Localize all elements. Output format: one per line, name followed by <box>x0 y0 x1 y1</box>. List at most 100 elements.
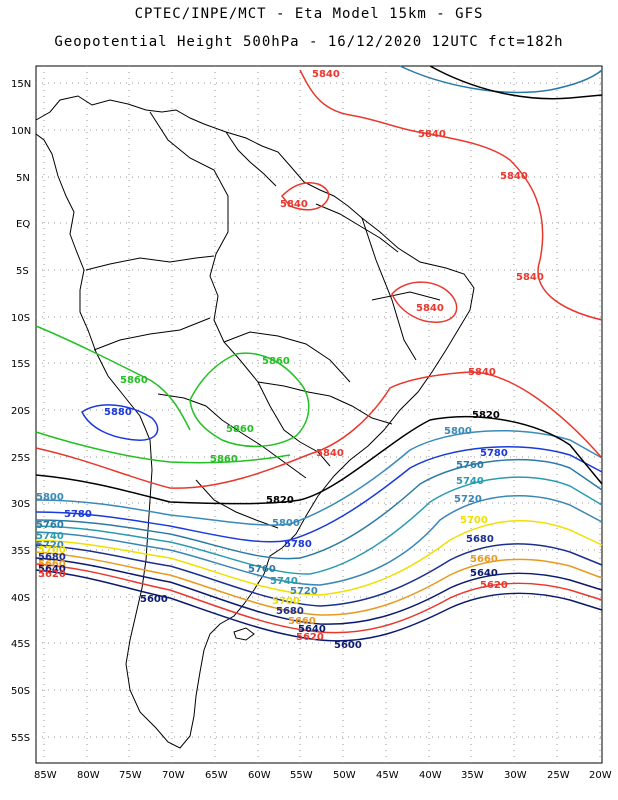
contour-5620 <box>35 563 603 634</box>
contour-label-5860: 5860 <box>120 375 148 386</box>
contour-label-5760: 5760 <box>456 460 484 471</box>
contour-label-5640: 5640 <box>298 624 326 635</box>
country-border <box>371 291 441 301</box>
country-border <box>157 393 307 479</box>
lon-label: 50W <box>333 770 356 781</box>
contour-label-5700: 5700 <box>272 596 300 607</box>
lat-label: 5S <box>16 266 29 277</box>
land-outlines <box>35 95 475 749</box>
lat-label: 40S <box>11 593 30 604</box>
lat-labels: 15N 10N 5N EQ 5S 10S 15S 20S 25S 30S 35S… <box>11 79 31 744</box>
lat-label: 20S <box>11 406 30 417</box>
contour-5840 <box>35 371 603 489</box>
contour-label-5840: 5840 <box>416 303 444 314</box>
contour-labels: 5840 5840 5840 5840 5840 5840 5840 5840 … <box>36 69 544 651</box>
lat-label: 45S <box>11 639 30 650</box>
contour-label-5840: 5840 <box>316 448 344 459</box>
map-subtitle: Geopotential Height 500hPa - 16/12/2020 … <box>54 34 564 50</box>
contour-5840-amazon <box>280 182 330 211</box>
contour-5840-ne <box>391 281 458 323</box>
contour-label-5700: 5700 <box>460 515 488 526</box>
contour-label-5620: 5620 <box>38 569 66 580</box>
country-border <box>223 331 351 383</box>
contour-5720 <box>35 495 603 586</box>
contour-label-5780: 5780 <box>64 509 92 520</box>
contour-5840-north <box>299 69 603 321</box>
country-border <box>195 479 279 529</box>
contour-label-5720: 5720 <box>454 494 482 505</box>
contour-label-5760: 5760 <box>248 564 276 575</box>
lat-label: 15N <box>11 79 31 90</box>
contour-5820 <box>35 416 603 505</box>
contour-label-5780: 5780 <box>480 448 508 459</box>
contour-label-5660: 5660 <box>470 554 498 565</box>
lat-label: 10S <box>11 313 30 324</box>
lon-labels: 85W 80W 75W 70W 65W 60W 55W 50W 45W 40W … <box>34 770 612 781</box>
country-border <box>361 217 417 361</box>
lon-label: 80W <box>77 770 100 781</box>
country-border <box>85 255 215 271</box>
lon-label: 75W <box>119 770 142 781</box>
lat-label: 10N <box>11 126 31 137</box>
lon-label: 35W <box>461 770 484 781</box>
country-border <box>315 203 399 253</box>
contour-label-5660: 5660 <box>288 616 316 627</box>
lon-label: 70W <box>162 770 185 781</box>
contour-5680 <box>35 543 603 607</box>
lon-label: 30W <box>504 770 527 781</box>
contour-5760 <box>35 458 603 560</box>
contour-5780 <box>35 445 603 543</box>
lat-label: 15S <box>11 359 30 370</box>
lon-label: 85W <box>34 770 57 781</box>
lat-label: 5N <box>16 173 30 184</box>
contour-label-5720: 5720 <box>290 586 318 597</box>
contour-label-5820: 5820 <box>472 410 500 421</box>
lat-label: 50S <box>11 686 30 697</box>
contour-label-5860: 5860 <box>226 424 254 435</box>
country-border <box>225 131 277 187</box>
contour-5800 <box>35 429 603 526</box>
lat-label: 25S <box>11 453 30 464</box>
contour-label-5640: 5640 <box>38 564 66 575</box>
contour-label-5680: 5680 <box>466 534 494 545</box>
contour-label-5800: 5800 <box>272 518 300 529</box>
contour-label-5760: 5760 <box>36 520 64 531</box>
contour-label-5840: 5840 <box>468 367 496 378</box>
contour-5660 <box>35 551 603 616</box>
lon-label: 60W <box>248 770 271 781</box>
contour-label-5620: 5620 <box>480 580 508 591</box>
contour-label-5820: 5820 <box>266 495 294 506</box>
country-border <box>93 317 211 351</box>
contour-label-5860: 5860 <box>262 356 290 367</box>
contour-label-5800: 5800 <box>444 426 472 437</box>
lon-label: 45W <box>376 770 399 781</box>
contour-north-5820 <box>429 65 603 100</box>
island-falklands <box>233 627 255 641</box>
contour-label-5840: 5840 <box>418 129 446 140</box>
lon-label: 55W <box>290 770 313 781</box>
country-border <box>149 111 301 443</box>
contour-label-5840: 5840 <box>312 69 340 80</box>
lon-label: 65W <box>205 770 228 781</box>
contour-label-5740: 5740 <box>36 531 64 542</box>
lat-label: 35S <box>11 546 30 557</box>
contour-5860-west <box>35 325 191 431</box>
south-america-coastline <box>35 95 475 749</box>
contour-5600 <box>35 569 603 642</box>
contour-5860-bolivia <box>189 352 310 448</box>
contour-label-5740: 5740 <box>270 576 298 587</box>
contour-label-5620: 5620 <box>296 632 324 643</box>
contour-5740 <box>35 476 603 575</box>
contour-5880 <box>81 404 159 441</box>
contour-label-5880: 5880 <box>104 407 132 418</box>
contour-label-5780: 5780 <box>284 539 312 550</box>
contour-label-5860: 5860 <box>210 454 238 465</box>
contour-label-5680: 5680 <box>276 606 304 617</box>
contour-north-5800 <box>399 65 603 94</box>
contour-label-5600: 5600 <box>140 594 168 605</box>
lon-label: 20W <box>589 770 612 781</box>
contour-5700 <box>35 519 603 596</box>
contour-label-5600: 5600 <box>334 640 362 651</box>
contour-5860-south <box>35 431 291 464</box>
